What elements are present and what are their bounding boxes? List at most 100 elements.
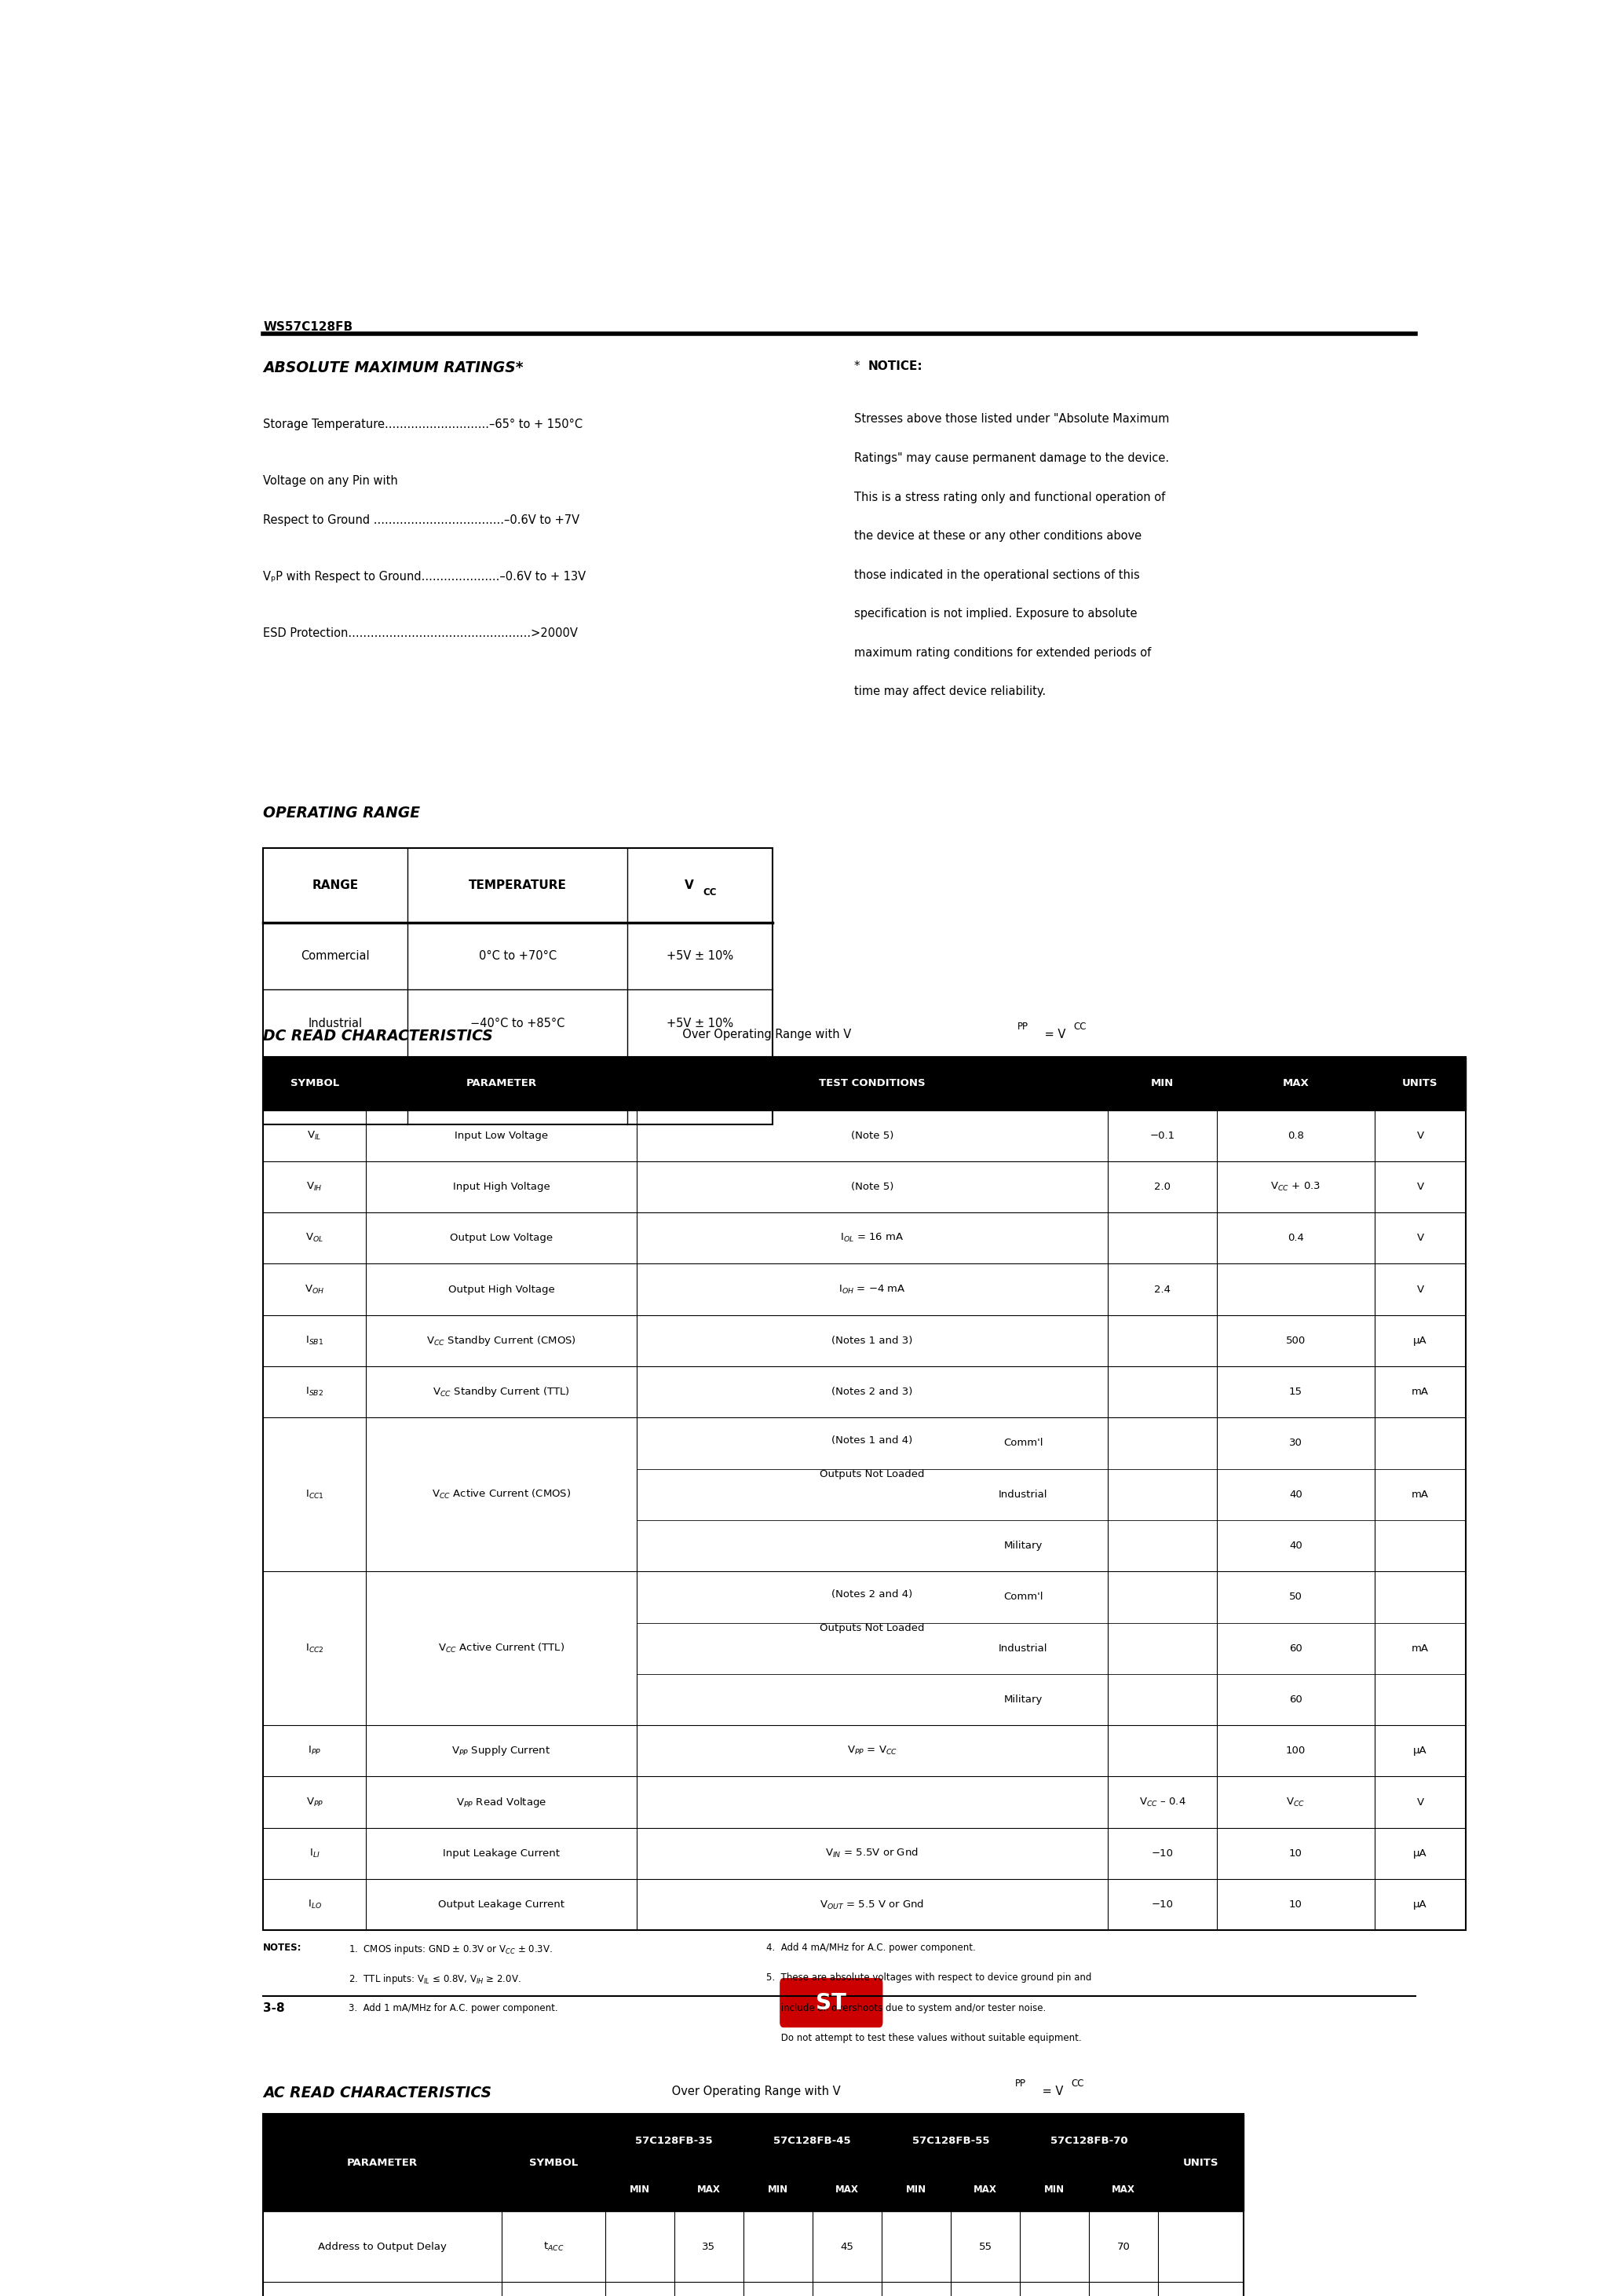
Text: TEST CONDITIONS: TEST CONDITIONS (819, 1079, 926, 1088)
Bar (263, 847, 772, 1125)
Text: I$_{SB1}$: I$_{SB1}$ (305, 1334, 324, 1348)
Text: time may affect device reliability.: time may affect device reliability. (853, 687, 1046, 698)
Text: mA: mA (1411, 1387, 1429, 1396)
Text: V: V (684, 879, 694, 891)
Text: MAX: MAX (835, 2183, 858, 2195)
Text: MIN: MIN (1045, 2183, 1064, 2195)
Bar (263, 2115, 1244, 2167)
Text: V$_{CC}$ Standby Current (CMOS): V$_{CC}$ Standby Current (CMOS) (427, 1334, 576, 1348)
Text: 60: 60 (1289, 1694, 1302, 1704)
Text: −10: −10 (1152, 1899, 1173, 1910)
Text: 30: 30 (1289, 1437, 1302, 1449)
Text: +5V ± 10%: +5V ± 10% (667, 951, 733, 962)
Text: NOTICE:: NOTICE: (868, 360, 923, 372)
Text: V$_{OH}$: V$_{OH}$ (305, 1283, 324, 1295)
Text: −10: −10 (1152, 1848, 1173, 1857)
Text: V: V (1416, 1130, 1424, 1141)
Text: OPERATING RANGE: OPERATING RANGE (263, 806, 420, 820)
Text: I$_{PP}$: I$_{PP}$ (308, 1745, 321, 1756)
Text: Outputs Not Loaded: Outputs Not Loaded (819, 1469, 925, 1479)
Text: 3.  Add 1 mA/MHz for A.C. power component.: 3. Add 1 mA/MHz for A.C. power component… (349, 2002, 558, 2014)
Text: (Notes 1 and 3): (Notes 1 and 3) (832, 1336, 913, 1345)
Text: 10: 10 (1289, 1899, 1302, 1910)
Text: include all overshoots due to system and/or tester noise.: include all overshoots due to system and… (766, 2002, 1046, 2014)
Text: V$_{PP}$ = V$_{CC}$: V$_{PP}$ = V$_{CC}$ (847, 1745, 897, 1756)
Text: Comm'l: Comm'l (1002, 1437, 1043, 1449)
Bar (263, 1056, 1466, 1109)
Text: 0.8: 0.8 (1288, 1130, 1304, 1141)
Text: Respect to Ground ...................................–0.6V to +7V: Respect to Ground ......................… (263, 514, 579, 526)
Text: UNITS: UNITS (1403, 1079, 1439, 1088)
Text: V$_{PP}$ Read Voltage: V$_{PP}$ Read Voltage (456, 1795, 547, 1809)
Text: V$_{CC}$ + 0.3: V$_{CC}$ + 0.3 (1270, 1180, 1320, 1194)
Text: NOTES:: NOTES: (263, 1942, 302, 1954)
Text: 57C128FB-35: 57C128FB-35 (636, 2135, 712, 2147)
Text: RANGE: RANGE (311, 879, 358, 891)
Text: = V: = V (1041, 1029, 1066, 1040)
Text: Industrial: Industrial (999, 1490, 1048, 1499)
Text: CC: CC (1072, 2078, 1085, 2089)
Text: I$_{OH}$ = −4 mA: I$_{OH}$ = −4 mA (839, 1283, 905, 1295)
Text: MAX: MAX (697, 2183, 720, 2195)
Text: Output Low Voltage: Output Low Voltage (449, 1233, 553, 1242)
Text: Address to Output Delay: Address to Output Delay (318, 2241, 446, 2252)
Text: V: V (1416, 1182, 1424, 1192)
Text: I$_{OL}$ = 16 mA: I$_{OL}$ = 16 mA (840, 1233, 903, 1244)
Text: Industrial: Industrial (308, 1017, 362, 1029)
Text: those indicated in the operational sections of this: those indicated in the operational secti… (853, 569, 1140, 581)
Text: MAX: MAX (1283, 1079, 1309, 1088)
Text: AC READ CHARACTERISTICS: AC READ CHARACTERISTICS (263, 2085, 491, 2101)
Text: = V: = V (1038, 2085, 1064, 2099)
Text: MIN: MIN (1152, 1079, 1174, 1088)
Text: V: V (1416, 1283, 1424, 1295)
Text: the device at these or any other conditions above: the device at these or any other conditi… (853, 530, 1142, 542)
Text: SYMBOL: SYMBOL (290, 1079, 339, 1088)
Text: 70: 70 (1118, 2241, 1131, 2252)
Text: Input High Voltage: Input High Voltage (453, 1182, 550, 1192)
Text: I$_{CC1}$: I$_{CC1}$ (305, 1488, 324, 1499)
FancyBboxPatch shape (780, 1979, 882, 2027)
Text: I$_{CC2}$: I$_{CC2}$ (305, 1642, 324, 1653)
Text: Input Low Voltage: Input Low Voltage (454, 1130, 548, 1141)
Text: PARAMETER: PARAMETER (347, 2158, 418, 2167)
Text: 5.  These are absolute voltages with respect to device ground pin and: 5. These are absolute voltages with resp… (766, 1972, 1092, 1984)
Text: Military: Military (1004, 1541, 1043, 1550)
Text: (Note 5): (Note 5) (852, 1182, 894, 1192)
Text: 4.  Add 4 mA/MHz for A.C. power component.: 4. Add 4 mA/MHz for A.C. power component… (766, 1942, 975, 1954)
Text: CC: CC (1074, 1022, 1087, 1031)
Text: μA: μA (1413, 1899, 1427, 1910)
Text: ABSOLUTE MAXIMUM RATINGS*: ABSOLUTE MAXIMUM RATINGS* (263, 360, 524, 374)
Text: TEMPERATURE: TEMPERATURE (469, 879, 566, 891)
Text: 1.  CMOS inputs: GND ± 0.3V or V$_{CC}$ ± 0.3V.: 1. CMOS inputs: GND ± 0.3V or V$_{CC}$ ±… (349, 1942, 553, 1956)
Text: I$_{SB2}$: I$_{SB2}$ (305, 1387, 324, 1398)
Text: PP: PP (1017, 1022, 1028, 1031)
Text: V$_{CC}$ Active Current (CMOS): V$_{CC}$ Active Current (CMOS) (431, 1488, 571, 1502)
Text: Do not attempt to test these values without suitable equipment.: Do not attempt to test these values with… (766, 2032, 1082, 2043)
Text: μA: μA (1413, 1336, 1427, 1345)
Text: MIN: MIN (767, 2183, 788, 2195)
Text: maximum rating conditions for extended periods of: maximum rating conditions for extended p… (853, 647, 1152, 659)
Text: Storage Temperature............................–65° to + 150°C: Storage Temperature.....................… (263, 418, 582, 432)
Text: 2.0: 2.0 (1155, 1182, 1171, 1192)
Text: 0.4: 0.4 (1288, 1233, 1304, 1242)
Text: 15: 15 (1289, 1387, 1302, 1396)
Text: (Notes 2 and 3): (Notes 2 and 3) (832, 1387, 913, 1396)
Text: V: V (1416, 1798, 1424, 1807)
Text: Stresses above those listed under "Absolute Maximum: Stresses above those listed under "Absol… (853, 413, 1169, 425)
Text: I$_{LI}$: I$_{LI}$ (310, 1848, 320, 1860)
Text: V$_{OL}$: V$_{OL}$ (305, 1233, 324, 1244)
Text: Industrial: Industrial (999, 1644, 1048, 1653)
Text: PARAMETER: PARAMETER (466, 1079, 537, 1088)
Text: 50: 50 (1289, 1591, 1302, 1603)
Text: V$_{OUT}$ = 5.5 V or Gnd: V$_{OUT}$ = 5.5 V or Gnd (819, 1899, 925, 1910)
Text: ESD Protection.................................................>2000V: ESD Protection..........................… (263, 627, 577, 638)
Text: 2.4: 2.4 (1155, 1283, 1171, 1295)
Text: 57C128FB-45: 57C128FB-45 (774, 2135, 852, 2147)
Text: 40: 40 (1289, 1541, 1302, 1550)
Text: SYMBOL: SYMBOL (529, 2158, 577, 2167)
Text: ST: ST (816, 1993, 847, 2014)
Text: Over Operating Range with V: Over Operating Range with V (668, 2085, 840, 2099)
Text: PP: PP (1015, 2078, 1025, 2089)
Text: V$_{IN}$ = 5.5V or Gnd: V$_{IN}$ = 5.5V or Gnd (826, 1846, 918, 1860)
Text: 60: 60 (1289, 1644, 1302, 1653)
